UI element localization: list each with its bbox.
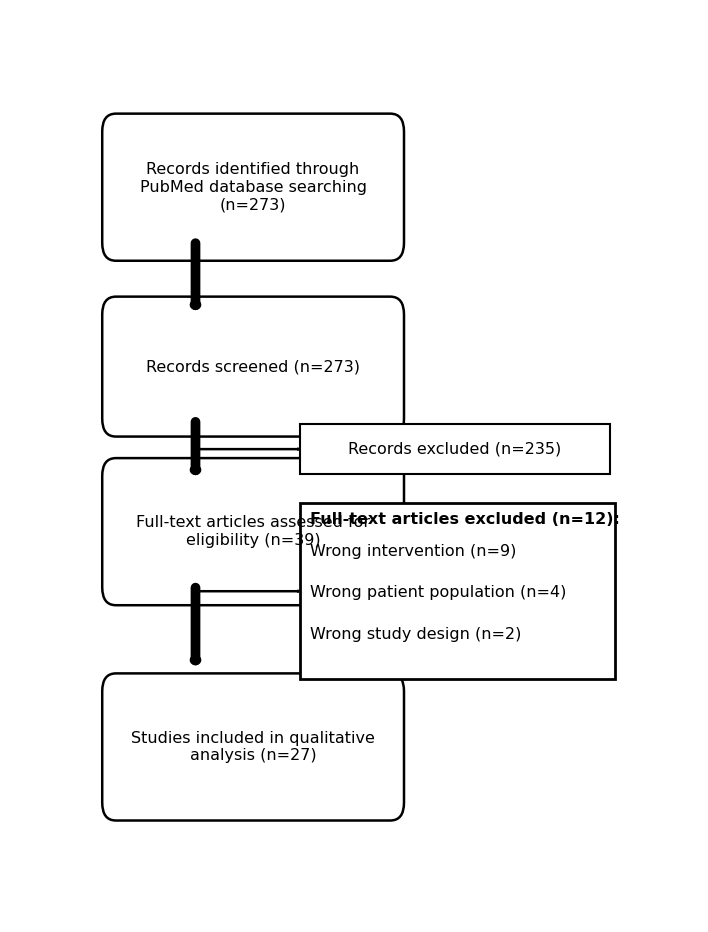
Text: Full-text articles assessed for
eligibility (n=39): Full-text articles assessed for eligibil…: [136, 515, 370, 548]
FancyBboxPatch shape: [299, 503, 615, 678]
FancyBboxPatch shape: [102, 674, 404, 820]
FancyBboxPatch shape: [102, 459, 404, 605]
Text: Records identified through
PubMed database searching
(n=273): Records identified through PubMed databa…: [139, 162, 367, 212]
Text: Records excluded (n=235): Records excluded (n=235): [348, 442, 561, 457]
FancyBboxPatch shape: [299, 424, 610, 474]
Text: Studies included in qualitative
analysis (n=27): Studies included in qualitative analysis…: [131, 731, 375, 763]
Text: Records screened (n=273): Records screened (n=273): [146, 359, 360, 374]
Text: Wrong study design (n=2): Wrong study design (n=2): [309, 627, 521, 642]
FancyBboxPatch shape: [102, 296, 404, 436]
Text: Wrong patient population (n=4): Wrong patient population (n=4): [309, 585, 566, 600]
Text: Full-text articles excluded (n=12):: Full-text articles excluded (n=12):: [309, 512, 620, 527]
FancyBboxPatch shape: [102, 114, 404, 261]
Text: Wrong intervention (n=9): Wrong intervention (n=9): [309, 544, 516, 559]
